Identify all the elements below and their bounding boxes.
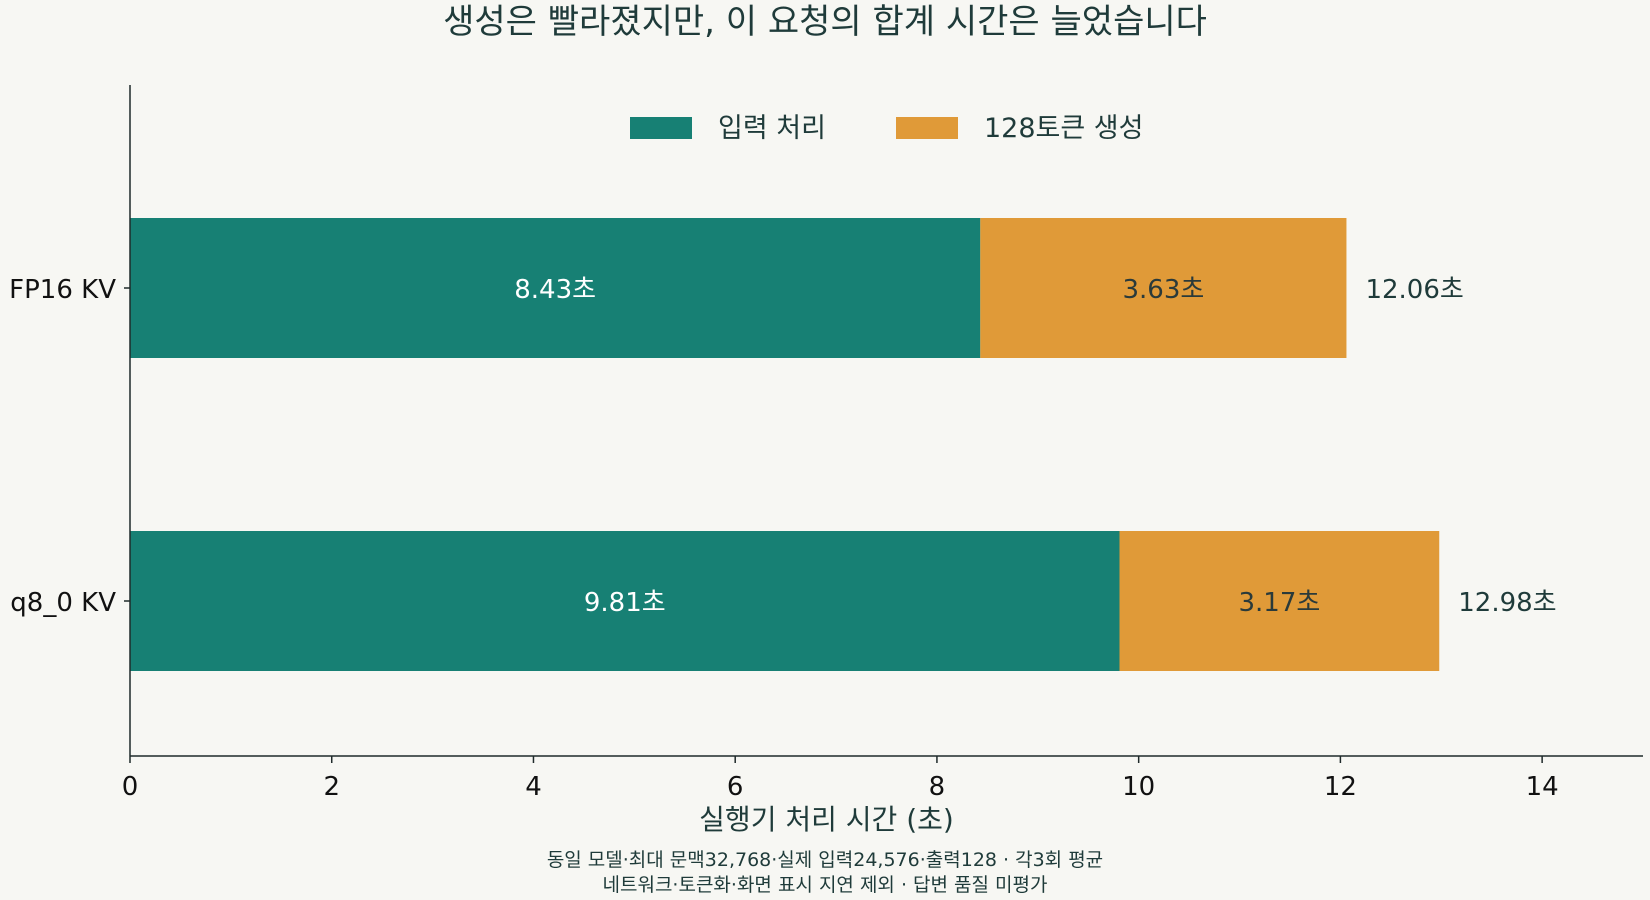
bar-input-processing-0 bbox=[130, 218, 981, 358]
bar-generation-1 bbox=[1119, 531, 1440, 671]
x-tick-label: 14 bbox=[1526, 772, 1559, 802]
x-tick-label: 12 bbox=[1324, 772, 1357, 802]
bar-value-label: 3.63초 bbox=[1122, 275, 1204, 305]
bar-generation-0 bbox=[980, 218, 1347, 358]
x-axis-label: 실행기 처리 시간 (초) bbox=[699, 803, 954, 836]
x-tick-label: 0 bbox=[122, 772, 139, 802]
footnote-line: 동일 모델·최대 문맥32,768·실제 입력24,576·출력128 · 각3… bbox=[547, 849, 1103, 871]
y-tick-label: FP16 KV bbox=[9, 275, 116, 305]
legend-label: 128토큰 생성 bbox=[984, 113, 1143, 144]
x-tick-label: 10 bbox=[1122, 772, 1155, 802]
x-tick-label: 4 bbox=[525, 772, 542, 802]
legend-swatch-generation bbox=[896, 117, 958, 139]
chart-title: 생성은 빨라졌지만, 이 요청의 합계 시간은 늘었습니다 bbox=[443, 2, 1207, 42]
bar-value-label: 9.81초 bbox=[584, 588, 666, 618]
legend-label: 입력 처리 bbox=[718, 113, 826, 144]
x-tick-label: 6 bbox=[727, 772, 744, 802]
legend-swatch-input-processing bbox=[630, 117, 692, 139]
bar-value-label: 8.43초 bbox=[514, 275, 596, 305]
bar-input-processing-1 bbox=[130, 531, 1120, 671]
total-label: 12.98초 bbox=[1458, 588, 1556, 618]
total-label: 12.06초 bbox=[1365, 275, 1463, 305]
bar-value-label: 3.17초 bbox=[1238, 588, 1320, 618]
footnote-line: 네트워크·토큰화·화면 표시 지연 제외 · 답변 품질 미평가 bbox=[603, 874, 1048, 896]
x-tick-label: 2 bbox=[323, 772, 340, 802]
x-tick-label: 8 bbox=[929, 772, 946, 802]
y-tick-label: q8_0 KV bbox=[10, 588, 116, 618]
